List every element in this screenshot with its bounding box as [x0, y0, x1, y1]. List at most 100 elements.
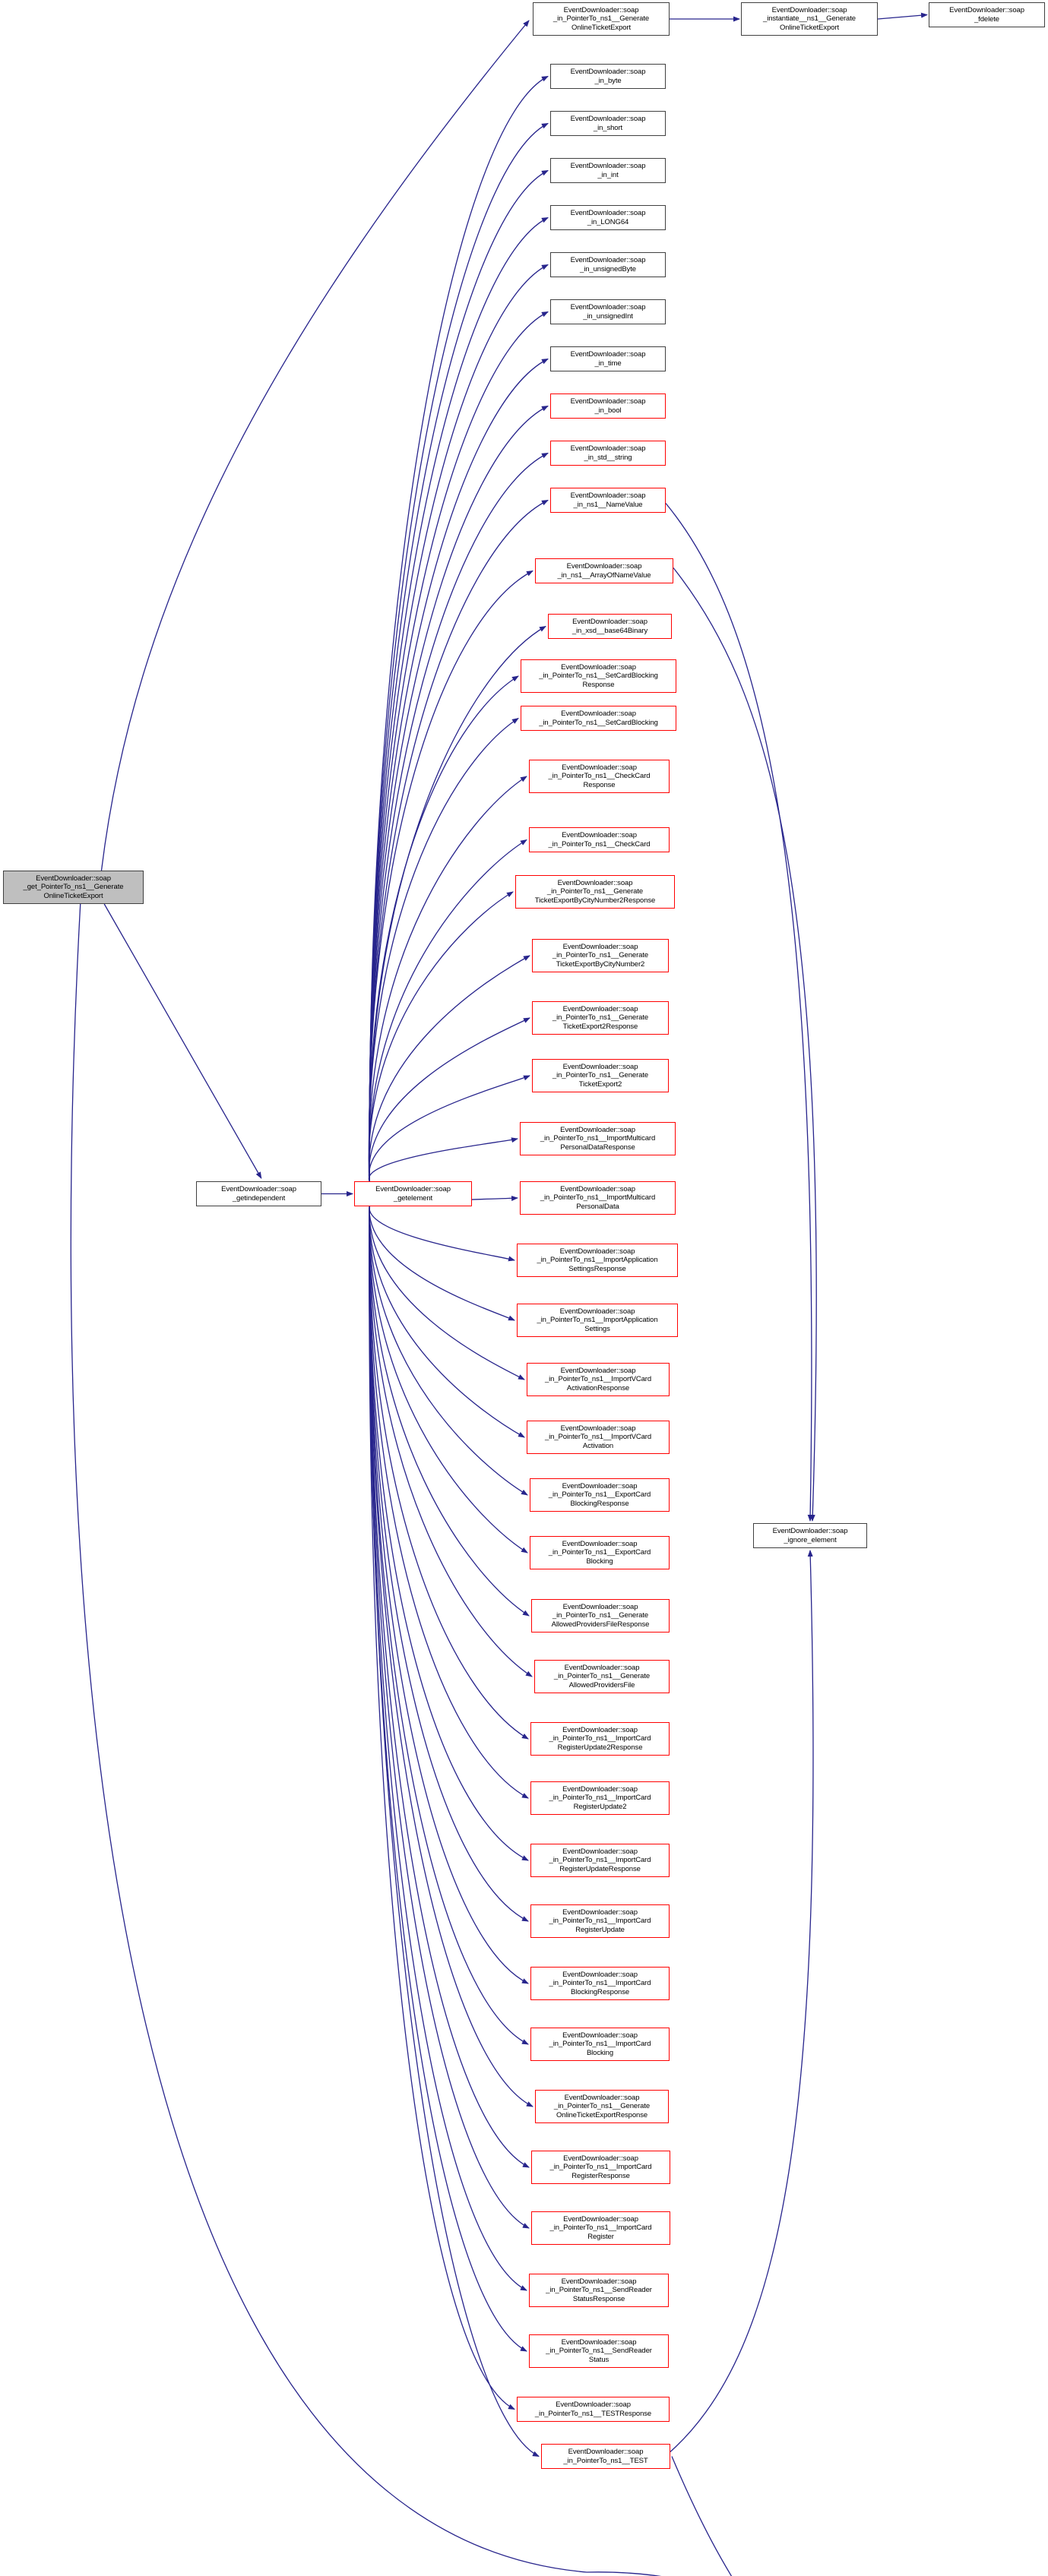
graph-node-label: EventDownloader::soap _in_PointerTo_ns1_…: [549, 1970, 651, 1996]
graph-node-in_testresponse[interactable]: EventDownloader::soap _in_PointerTo_ns1_…: [517, 2397, 670, 2422]
graph-node-in_importcardblockingresponse[interactable]: EventDownloader::soap _in_PointerTo_ns1_…: [530, 1967, 670, 2000]
graph-node-label: EventDownloader::soap _fdelete: [949, 6, 1024, 24]
graph-node-in_exportcardblockingresponse[interactable]: EventDownloader::soap _in_PointerTo_ns1_…: [530, 1478, 670, 1512]
graph-edge: [368, 776, 527, 1182]
graph-node-in_bool[interactable]: EventDownloader::soap _in_bool: [550, 394, 666, 419]
graph-node-in_setcardblocking[interactable]: EventDownloader::soap _in_PointerTo_ns1_…: [521, 706, 676, 731]
graph-edge: [369, 1206, 528, 1554]
graph-edge: [369, 1206, 529, 2045]
graph-node-getindependent[interactable]: EventDownloader::soap _getindependent: [196, 1181, 321, 1206]
graph-node-label: EventDownloader::soap _in_time: [570, 350, 646, 368]
graph-node-in_importmulticardpersonaldataresponse[interactable]: EventDownloader::soap _in_PointerTo_ns1_…: [520, 1122, 676, 1155]
graph-node-label: EventDownloader::soap _in_PointerTo_ns1_…: [539, 662, 658, 689]
graph-node-label: EventDownloader::soap _in_PointerTo_ns1_…: [548, 1539, 651, 1566]
graph-node-label: EventDownloader::soap _in_PointerTo_ns1_…: [552, 1062, 649, 1089]
graph-edge: [368, 839, 527, 1182]
graph-node-label: EventDownloader::soap _in_short: [570, 115, 646, 132]
graph-edge: [369, 1206, 527, 2352]
graph-node-label: EventDownloader::soap _in_unsignedByte: [570, 256, 646, 273]
graph-node-label: EventDownloader::soap _in_PointerTo_ns1_…: [552, 5, 650, 32]
graph-edge: [369, 1206, 533, 1677]
graph-edge: [369, 1206, 530, 1617]
graph-node-in_generateticketexport2response[interactable]: EventDownloader::soap _in_PointerTo_ns1_…: [532, 1001, 669, 1035]
graph-node-label: EventDownloader::soap _in_PointerTo_ns1_…: [544, 1366, 652, 1392]
graph-node-in_importapplicationsettings[interactable]: EventDownloader::soap _in_PointerTo_ns1_…: [517, 1304, 678, 1337]
graph-node-instantiate_generate_onlineticketexport[interactable]: EventDownloader::soap _instantiate__ns1_…: [741, 2, 878, 36]
graph-node-in_importapplicationsettingsresponse[interactable]: EventDownloader::soap _in_PointerTo_ns1_…: [517, 1244, 678, 1277]
graph-node-label: EventDownloader::soap _in_PointerTo_ns1_…: [534, 878, 656, 905]
graph-node-label: EventDownloader::soap _in_bool: [570, 397, 646, 415]
graph-node-in_importcardregister[interactable]: EventDownloader::soap _in_PointerTo_ns1_…: [531, 2211, 670, 2245]
graph-node-in_unsignedbyte[interactable]: EventDownloader::soap _in_unsignedByte: [550, 252, 666, 277]
graph-node-in_generateonlineticketexportresponse[interactable]: EventDownloader::soap _in_PointerTo_ns1_…: [535, 2090, 669, 2123]
graph-node-in_checkcardresponse[interactable]: EventDownloader::soap _in_PointerTo_ns1_…: [529, 760, 670, 793]
graph-node-label: EventDownloader::soap _getelement: [375, 1185, 451, 1203]
graph-node-in_long64[interactable]: EventDownloader::soap _in_LONG64: [550, 205, 666, 230]
graph-edge: [103, 903, 262, 1179]
graph-node-getelement[interactable]: EventDownloader::soap _getelement: [354, 1181, 472, 1206]
graph-node-in_importcardregisterupdateresponse[interactable]: EventDownloader::soap _in_PointerTo_ns1_…: [530, 1844, 670, 1877]
graph-node-label: EventDownloader::soap _in_std__string: [570, 444, 646, 462]
graph-node-root[interactable]: EventDownloader::soap _get_PointerTo_ns1…: [3, 871, 144, 904]
graph-node-label: EventDownloader::soap _in_PointerTo_ns1_…: [548, 831, 651, 849]
graph-node-in_byte[interactable]: EventDownloader::soap _in_byte: [550, 64, 666, 89]
graph-node-label: EventDownloader::soap _in_PointerTo_ns1_…: [539, 710, 658, 727]
graph-node-in_ns1_arrayofnamevalue[interactable]: EventDownloader::soap _in_ns1__ArrayOfNa…: [535, 558, 673, 583]
graph-edge: [368, 570, 533, 1182]
graph-node-in_int[interactable]: EventDownloader::soap _in_int: [550, 158, 666, 183]
graph-node-in_checkcard[interactable]: EventDownloader::soap _in_PointerTo_ns1_…: [529, 827, 670, 852]
graph-node-in_generateticketexport2[interactable]: EventDownloader::soap _in_PointerTo_ns1_…: [532, 1059, 669, 1092]
graph-node-in_xsd_base64binary[interactable]: EventDownloader::soap _in_xsd__base64Bin…: [548, 614, 672, 639]
graph-node-in_unsignedint[interactable]: EventDownloader::soap _in_unsignedInt: [550, 299, 666, 324]
graph-edge: [369, 1206, 529, 1740]
graph-edge: [369, 1206, 530, 2168]
graph-node-label: EventDownloader::soap _get_PointerTo_ns1…: [23, 874, 124, 900]
graph-edge: [369, 1206, 525, 1380]
graph-node-in_generateticketexportbycitynumber2[interactable]: EventDownloader::soap _in_PointerTo_ns1_…: [532, 939, 669, 972]
graph-node-in_std_string[interactable]: EventDownloader::soap _in_std__string: [550, 441, 666, 466]
graph-node-label: EventDownloader::soap _in_PointerTo_ns1_…: [540, 1184, 656, 1211]
graph-edge: [369, 1206, 530, 2229]
graph-edge: [369, 1206, 529, 1861]
graph-node-in_sendreaderstatus[interactable]: EventDownloader::soap _in_PointerTo_ns1_…: [529, 2334, 669, 2368]
graph-node-in_importcardblocking[interactable]: EventDownloader::soap _in_PointerTo_ns1_…: [530, 2028, 670, 2061]
graph-node-label: EventDownloader::soap _ignore_element: [772, 1527, 848, 1544]
graph-edge: [368, 717, 519, 1182]
graph-node-label: EventDownloader::soap _in_PointerTo_ns1_…: [549, 2214, 652, 2241]
graph-edge: [100, 20, 530, 871]
graph-node-in_importcardregisterresponse[interactable]: EventDownloader::soap _in_PointerTo_ns1_…: [531, 2151, 670, 2184]
graph-node-label: EventDownloader::soap _in_PointerTo_ns1_…: [537, 1307, 658, 1333]
graph-node-in_generateallowedprovidersfile[interactable]: EventDownloader::soap _in_PointerTo_ns1_…: [534, 1660, 670, 1693]
graph-node-in_importcardregisterupdate2[interactable]: EventDownloader::soap _in_PointerTo_ns1_…: [530, 1781, 670, 1815]
graph-edge: [877, 12, 928, 20]
graph-edge: [369, 358, 549, 1182]
graph-node-fdelete[interactable]: EventDownloader::soap _fdelete: [929, 2, 1045, 27]
graph-node-in_generateallowedprovidersfileresponse[interactable]: EventDownloader::soap _in_PointerTo_ns1_…: [531, 1599, 670, 1633]
graph-node-label: EventDownloader::soap _in_PointerTo_ns1_…: [549, 1725, 651, 1752]
graph-node-label: EventDownloader::soap _in_PointerTo_ns1_…: [549, 2154, 652, 2180]
graph-node-in_importmulticardpersonaldata[interactable]: EventDownloader::soap _in_PointerTo_ns1_…: [520, 1181, 676, 1215]
graph-edge: [369, 311, 549, 1182]
graph-node-in_test[interactable]: EventDownloader::soap _in_PointerTo_ns1_…: [541, 2444, 670, 2469]
graph-node-in_sendreaderstatusresponse[interactable]: EventDownloader::soap _in_PointerTo_ns1_…: [529, 2274, 669, 2307]
graph-node-label: EventDownloader::soap _in_xsd__base64Bin…: [571, 618, 648, 635]
graph-node-in_importvcardactivation[interactable]: EventDownloader::soap _in_PointerTo_ns1_…: [527, 1421, 670, 1454]
graph-node-in_short[interactable]: EventDownloader::soap _in_short: [550, 111, 666, 136]
graph-edge: [369, 1206, 528, 1496]
graph-node-label: EventDownloader::soap _in_PointerTo_ns1_…: [552, 942, 649, 969]
graph-node-in_importvcardactivationresponse[interactable]: EventDownloader::soap _in_PointerTo_ns1_…: [527, 1363, 670, 1396]
graph-node-in_importcardregisterupdate[interactable]: EventDownloader::soap _in_PointerTo_ns1_…: [530, 1904, 670, 1938]
graph-node-label: EventDownloader::soap _in_PointerTo_ns1_…: [548, 763, 651, 789]
graph-node-in_time[interactable]: EventDownloader::soap _in_time: [550, 346, 666, 371]
graph-node-in_ns1_namevalue[interactable]: EventDownloader::soap _in_ns1__NameValue: [550, 488, 666, 513]
graph-node-label: EventDownloader::soap _in_PointerTo_ns1_…: [549, 2031, 651, 2057]
graph-edge: [673, 567, 817, 1522]
graph-node-in_importcardregisterupdate2response[interactable]: EventDownloader::soap _in_PointerTo_ns1_…: [530, 1722, 670, 1756]
graph-node-in_pointerto_generate_onlineticketexport[interactable]: EventDownloader::soap _in_PointerTo_ns1_…: [533, 2, 670, 36]
graph-node-in_generateticketexportbycitynumber2response[interactable]: EventDownloader::soap _in_PointerTo_ns1_…: [515, 875, 675, 909]
graph-node-in_exportcardblocking[interactable]: EventDownloader::soap _in_PointerTo_ns1_…: [530, 1536, 670, 1569]
graph-node-label: EventDownloader::soap _getindependent: [221, 1185, 296, 1203]
graph-node-ignore_element[interactable]: EventDownloader::soap _ignore_element: [753, 1523, 867, 1548]
graph-node-in_setcardblockingresponse[interactable]: EventDownloader::soap _in_PointerTo_ns1_…: [521, 659, 676, 693]
